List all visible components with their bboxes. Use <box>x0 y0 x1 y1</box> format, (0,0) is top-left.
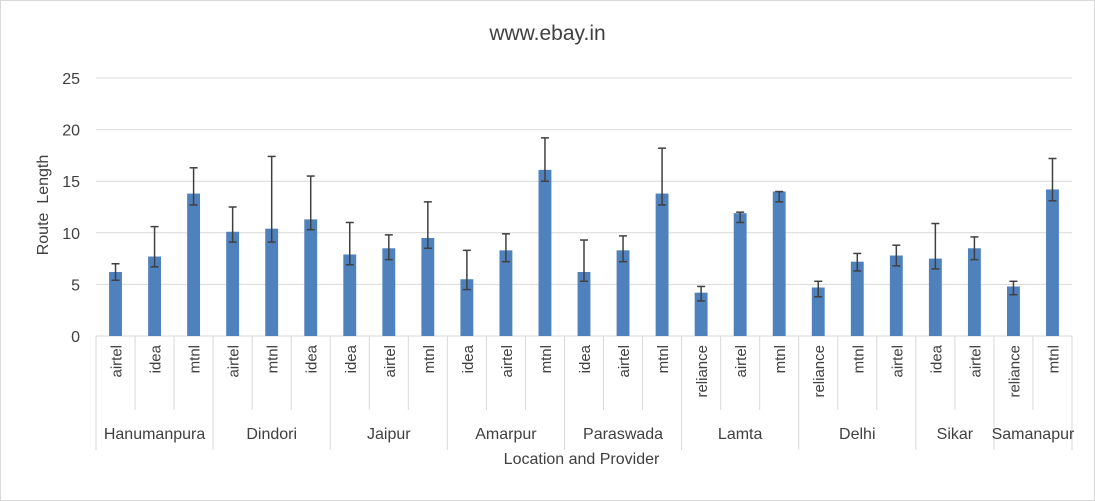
y-tick-label: 20 <box>62 123 80 140</box>
group-label: Hanumanpura <box>104 426 206 443</box>
x-tick-label: idea <box>928 344 945 373</box>
x-tick-label: mtnl <box>538 345 555 373</box>
group-label: Amarpur <box>475 426 537 443</box>
x-tick-label: reliance <box>1006 345 1023 398</box>
bar <box>889 255 903 336</box>
bar <box>148 256 162 336</box>
group-label: Sikar <box>937 426 974 443</box>
x-tick-label: mtnl <box>772 345 789 373</box>
group-label: Jaipur <box>367 426 411 443</box>
bar <box>967 248 981 336</box>
x-tick-label: airtel <box>109 345 126 378</box>
bar <box>343 254 357 336</box>
y-tick-label: 5 <box>71 277 80 294</box>
x-tick-label: airtel <box>499 345 516 378</box>
group-label: Paraswada <box>583 426 663 443</box>
y-tick-label: 25 <box>62 71 80 88</box>
bar <box>304 219 318 336</box>
group-label: Dindori <box>246 426 297 443</box>
x-tick-label: reliance <box>811 345 828 398</box>
x-tick-label: mtnl <box>1045 345 1062 373</box>
bar <box>460 279 474 336</box>
x-tick-label: idea <box>148 344 165 373</box>
x-tick-label: idea <box>460 344 477 373</box>
bar <box>733 213 747 336</box>
bar <box>1006 286 1020 336</box>
x-tick-label: airtel <box>967 345 984 378</box>
bar <box>187 193 201 336</box>
group-label: Samanapur <box>992 426 1075 443</box>
group-label: Delhi <box>839 426 875 443</box>
bar <box>382 248 396 336</box>
bar <box>811 287 825 336</box>
x-tick-label: mtnl <box>850 345 867 373</box>
bar <box>655 193 669 336</box>
x-tick-label: idea <box>577 344 594 373</box>
x-tick-label: reliance <box>694 345 711 398</box>
bar <box>109 272 122 336</box>
bar <box>928 258 942 336</box>
x-tick-label: airtel <box>382 345 399 378</box>
y-tick-label: 15 <box>62 174 80 191</box>
bar <box>694 292 708 336</box>
bar <box>421 237 435 336</box>
x-tick-label: airtel <box>616 345 633 378</box>
x-tick-label: airtel <box>733 345 750 378</box>
x-tick-label: airtel <box>889 345 906 378</box>
bar <box>1046 189 1059 336</box>
x-tick-label: mtnl <box>655 345 672 373</box>
group-label: Lamta <box>718 426 763 443</box>
x-axis-title: Location and Provider <box>503 451 660 468</box>
x-tick-label: mtnl <box>265 345 282 373</box>
chart-title: www.ebay.in <box>489 22 606 45</box>
bar <box>499 250 513 336</box>
bar <box>772 191 786 336</box>
x-tick-label: airtel <box>226 345 243 378</box>
bar <box>850 261 864 336</box>
bar <box>577 272 591 336</box>
bar <box>616 250 630 336</box>
x-tick-label: mtnl <box>421 345 438 373</box>
bar <box>265 228 279 336</box>
y-tick-label: 0 <box>71 329 80 346</box>
bar <box>538 169 552 336</box>
bar <box>226 231 240 336</box>
x-tick-label: idea <box>343 344 360 373</box>
x-tick-label: mtnl <box>187 345 204 373</box>
x-tick-label: idea <box>304 344 321 373</box>
y-tick-label: 10 <box>62 226 80 243</box>
